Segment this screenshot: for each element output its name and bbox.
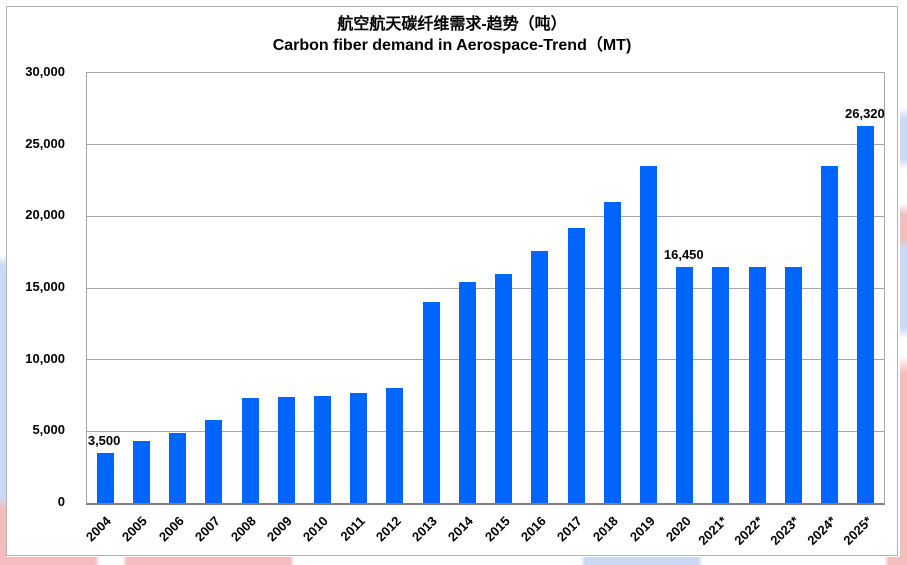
bar-2014 <box>458 282 476 503</box>
y-axis-label-20000: 20,000 <box>25 207 65 223</box>
bar-2019 <box>640 166 658 503</box>
y-axis-label-0: 0 <box>57 494 65 509</box>
bar-2008 <box>241 398 259 503</box>
gridline-20000 <box>87 215 884 217</box>
bar-2009 <box>277 396 295 503</box>
gridline-5000 <box>87 430 884 432</box>
background-stripe-right <box>900 0 907 565</box>
bar-2024* <box>821 166 839 503</box>
bar-2007 <box>205 419 223 503</box>
chart-title: 航空航天碳纤维需求-趋势（吨） Carbon fiber demand in A… <box>7 7 897 56</box>
gridline-25000 <box>87 144 884 146</box>
chart-title-en: Carbon fiber demand in Aerospace-Trend（M… <box>272 37 632 54</box>
bar-2013 <box>422 302 440 503</box>
data-label-2020: 16,450 <box>663 247 704 263</box>
background-stripe-bottom <box>0 557 907 565</box>
bar-2016 <box>531 250 549 503</box>
bar-2012 <box>386 388 404 503</box>
bar-2006 <box>169 432 187 503</box>
bar-2021* <box>712 267 730 503</box>
bar-2015 <box>495 273 513 503</box>
bar-2005 <box>132 441 150 503</box>
bar-2022* <box>748 267 766 503</box>
gridline-10000 <box>87 359 884 361</box>
chart-title-zh: 航空航天碳纤维需求-趋势（吨） <box>337 16 567 33</box>
bar-2004 <box>96 452 114 503</box>
chart-card: 航空航天碳纤维需求-趋势（吨） Carbon fiber demand in A… <box>6 6 898 556</box>
gridline-15000 <box>87 287 884 289</box>
y-axis-label-25000: 25,000 <box>25 135 65 151</box>
bar-2018 <box>603 202 621 503</box>
y-axis-label-10000: 10,000 <box>25 350 65 366</box>
bar-2025* <box>857 125 875 503</box>
y-axis-label-30000: 30,000 <box>25 64 65 79</box>
bar-2011 <box>350 392 368 503</box>
background-stripe-left <box>0 0 6 565</box>
data-label-2025*: 26,320 <box>844 105 885 121</box>
bar-2010 <box>313 395 331 503</box>
bar-2017 <box>567 227 585 503</box>
y-axis-label-5000: 5,000 <box>32 422 65 438</box>
plot-area <box>86 72 885 505</box>
bar-2023* <box>784 267 802 503</box>
bar-2020 <box>676 267 694 503</box>
y-axis-label-15000: 15,000 <box>25 279 65 294</box>
data-label-2004: 3,500 <box>87 432 121 448</box>
